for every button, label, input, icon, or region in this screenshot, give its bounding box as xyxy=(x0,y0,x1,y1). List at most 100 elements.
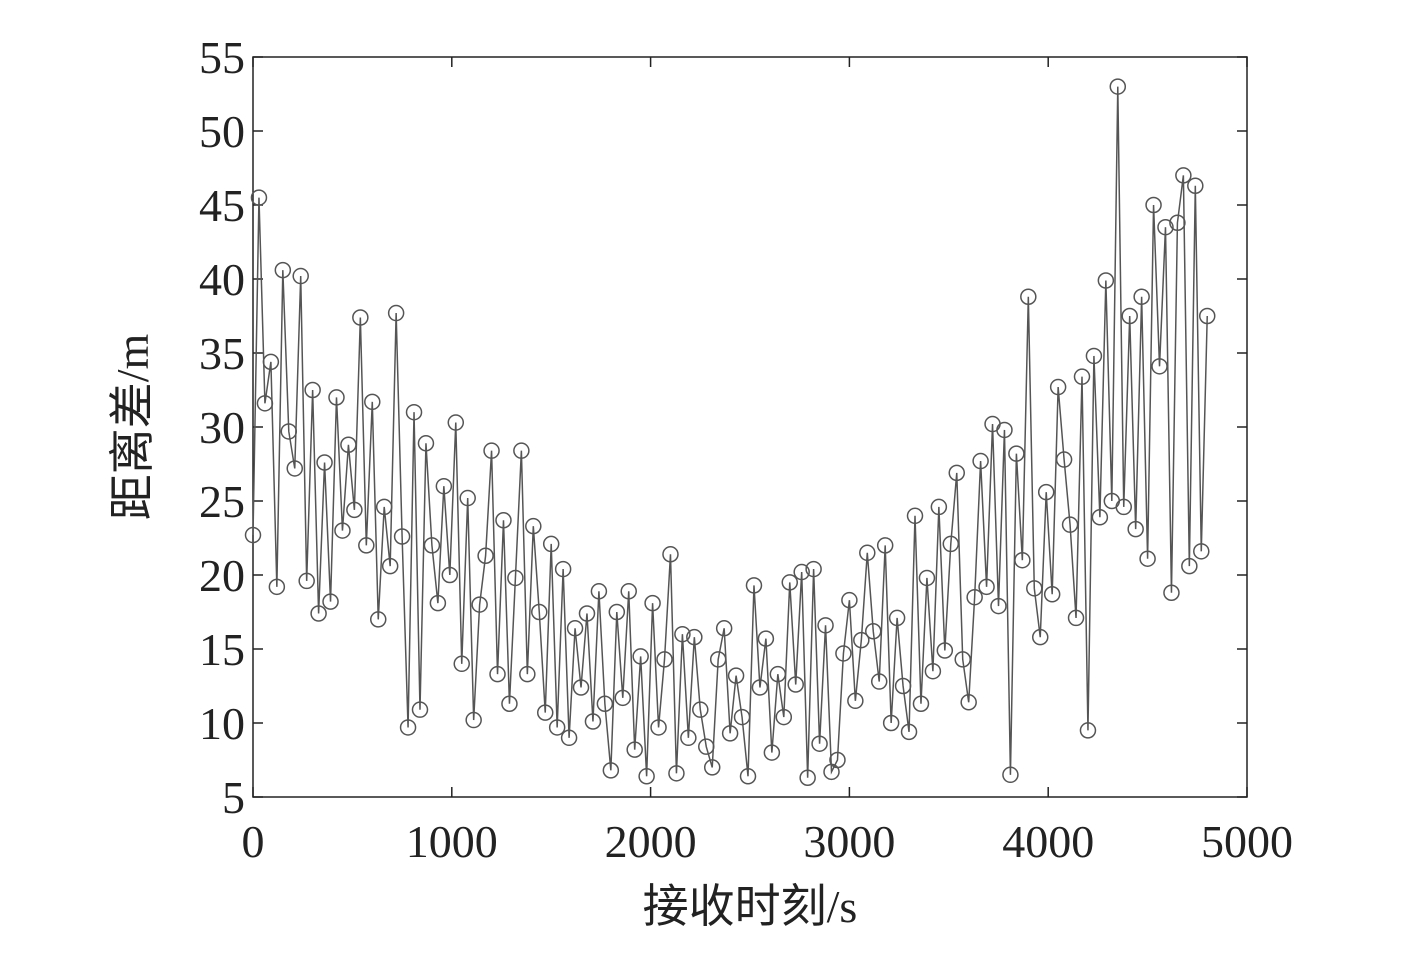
point xyxy=(453,655,470,673)
point xyxy=(835,645,852,662)
point xyxy=(972,452,989,470)
y-tick-label: 50 xyxy=(199,106,245,157)
point xyxy=(680,729,697,747)
point xyxy=(286,460,303,477)
point xyxy=(1198,307,1216,325)
point xyxy=(584,713,602,730)
y-tick-label: 35 xyxy=(199,328,245,379)
point xyxy=(393,528,411,545)
point xyxy=(1067,609,1085,627)
point xyxy=(536,704,554,721)
point xyxy=(668,765,685,782)
point xyxy=(578,605,596,622)
point xyxy=(662,546,679,563)
point xyxy=(1014,551,1031,569)
point xyxy=(399,719,417,736)
point xyxy=(477,547,494,565)
point xyxy=(936,642,954,659)
point xyxy=(364,393,381,411)
point xyxy=(590,583,608,600)
point xyxy=(1181,557,1198,575)
x-tick-label: 5000 xyxy=(1201,816,1293,867)
point xyxy=(674,625,691,643)
point xyxy=(316,454,333,471)
point xyxy=(894,677,912,695)
point xyxy=(906,507,924,525)
point xyxy=(328,389,345,406)
point xyxy=(554,560,572,578)
point xyxy=(829,751,846,769)
point xyxy=(799,769,816,787)
point xyxy=(1055,451,1073,468)
point xyxy=(268,578,286,596)
point xyxy=(751,679,769,696)
point xyxy=(411,701,429,718)
point xyxy=(358,537,375,554)
point xyxy=(686,628,703,646)
point xyxy=(304,381,321,399)
point xyxy=(996,421,1013,439)
point xyxy=(865,622,882,640)
point xyxy=(262,353,280,371)
point xyxy=(489,665,506,683)
point xyxy=(1157,218,1174,236)
point xyxy=(1026,580,1043,597)
point xyxy=(841,591,858,609)
point xyxy=(781,574,799,591)
point xyxy=(405,403,423,421)
point xyxy=(1139,550,1156,567)
point xyxy=(572,679,590,696)
point xyxy=(870,673,888,690)
point xyxy=(769,665,787,683)
point xyxy=(322,593,339,610)
point xyxy=(459,489,476,507)
point xyxy=(978,578,995,596)
point xyxy=(1049,378,1067,396)
point xyxy=(632,648,649,665)
x-axis-title: 接收时刻/s xyxy=(643,881,858,932)
point xyxy=(1008,445,1025,462)
point xyxy=(560,729,578,747)
point xyxy=(548,719,566,736)
point xyxy=(256,395,274,412)
point xyxy=(614,689,632,707)
point xyxy=(787,676,804,693)
y-tick-label: 55 xyxy=(199,32,245,83)
point xyxy=(811,735,828,752)
point xyxy=(626,741,643,758)
point xyxy=(620,583,637,600)
y-tick-label: 40 xyxy=(199,254,245,305)
point xyxy=(644,594,661,612)
point xyxy=(280,423,298,440)
point xyxy=(1127,520,1144,538)
point xyxy=(721,725,739,742)
point xyxy=(692,701,709,718)
point xyxy=(918,569,936,587)
point xyxy=(1085,347,1103,365)
point xyxy=(369,611,387,628)
x-tick-label: 0 xyxy=(242,816,265,867)
point xyxy=(912,695,930,713)
point xyxy=(1133,288,1150,306)
point xyxy=(1031,628,1049,646)
point xyxy=(817,617,834,634)
point xyxy=(954,651,971,668)
point xyxy=(441,566,459,584)
point xyxy=(1169,214,1186,232)
point xyxy=(1079,722,1097,739)
point xyxy=(274,261,292,279)
point xyxy=(602,762,620,779)
point xyxy=(793,563,810,581)
point xyxy=(1163,584,1180,602)
point xyxy=(882,714,900,732)
point xyxy=(859,544,876,562)
point xyxy=(1193,543,1210,560)
point xyxy=(763,744,781,761)
point xyxy=(650,719,667,736)
point xyxy=(745,577,763,594)
x-tick-label: 2000 xyxy=(605,816,697,867)
point xyxy=(375,498,393,516)
point xyxy=(519,665,536,683)
y-tick-label: 30 xyxy=(199,402,245,453)
point xyxy=(638,768,655,785)
